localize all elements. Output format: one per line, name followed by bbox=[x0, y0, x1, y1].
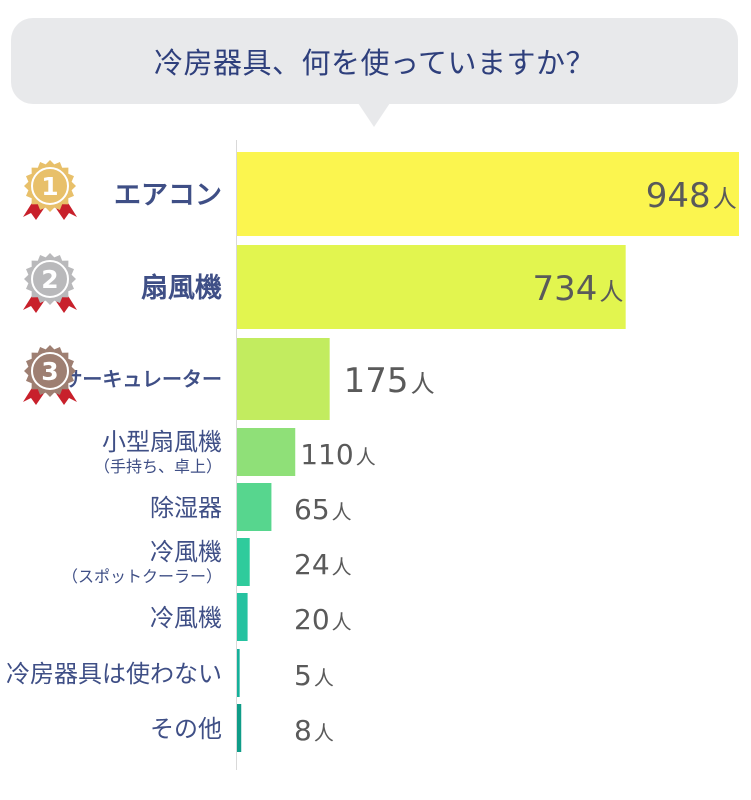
value-label-7: 20 人 bbox=[294, 603, 352, 636]
category-label-6: 冷風機 bbox=[150, 538, 222, 566]
category-label-9: その他 bbox=[150, 715, 222, 743]
question-bubble: 冷房器具、何を使っていますか？ bbox=[11, 18, 738, 104]
medal-ring bbox=[31, 352, 69, 390]
value-label-5: 65 人 bbox=[294, 493, 352, 526]
rank-medal-1: 1 bbox=[23, 160, 77, 220]
medal-rank-number: 2 bbox=[41, 265, 58, 294]
category-label-4: 小型扇風機 bbox=[102, 428, 222, 456]
value-unit: 人 bbox=[314, 721, 334, 745]
category-label-5: 除湿器 bbox=[150, 494, 222, 522]
bar-8 bbox=[237, 649, 240, 697]
bar-2 bbox=[237, 245, 626, 329]
value-label-4: 110 人 bbox=[300, 438, 375, 471]
medal-rank-number: 1 bbox=[41, 172, 58, 201]
value-number: 24 bbox=[294, 548, 330, 581]
bar-7 bbox=[237, 593, 248, 641]
category-sublabel-6: （スポットクーラー） bbox=[62, 567, 222, 586]
value-unit: 人 bbox=[599, 278, 623, 306]
bar-9 bbox=[237, 704, 242, 752]
value-unit: 人 bbox=[713, 185, 737, 213]
bar-1 bbox=[237, 152, 739, 236]
value-label-2: 734人 bbox=[532, 269, 623, 309]
bar-4 bbox=[237, 428, 296, 476]
category-sublabel-4: （手持ち、卓上） bbox=[94, 457, 222, 476]
value-unit: 人 bbox=[332, 555, 352, 579]
rank-medal-3: 3 bbox=[23, 345, 77, 405]
bar-5 bbox=[237, 483, 272, 531]
value-label-3: 175人 bbox=[344, 361, 435, 401]
category-label-8: 冷房器具は使わない bbox=[6, 660, 222, 688]
category-label-7: 冷風機 bbox=[150, 604, 222, 632]
value-number: 948 bbox=[646, 176, 711, 216]
medal-ring bbox=[31, 167, 69, 205]
value-number: 110 bbox=[300, 438, 353, 471]
value-unit: 人 bbox=[332, 610, 352, 634]
chart-title: 冷房器具、何を使っていますか？ bbox=[153, 46, 596, 80]
value-number: 20 bbox=[294, 603, 330, 636]
bar-3 bbox=[237, 338, 330, 420]
value-unit: 人 bbox=[356, 445, 376, 469]
bubble-tail bbox=[358, 103, 390, 127]
value-number: 5 bbox=[294, 659, 312, 692]
medal-rank-number: 3 bbox=[41, 357, 58, 386]
value-unit: 人 bbox=[411, 370, 435, 398]
rank-medal-2: 2 bbox=[23, 253, 77, 313]
value-number: 8 bbox=[294, 714, 312, 747]
value-number: 65 bbox=[294, 493, 330, 526]
value-unit: 人 bbox=[332, 500, 352, 524]
value-number: 734 bbox=[532, 269, 597, 309]
category-label-1: エアコン bbox=[114, 180, 222, 211]
category-label-3: サーキュレーター bbox=[62, 367, 222, 391]
value-unit: 人 bbox=[314, 666, 334, 690]
value-label-1: 948人 bbox=[646, 176, 737, 216]
category-label-2: 扇風機 bbox=[141, 272, 222, 304]
value-number: 175 bbox=[344, 361, 409, 401]
medal-ring bbox=[31, 260, 69, 298]
value-label-6: 24 人 bbox=[294, 548, 352, 581]
bar-6 bbox=[237, 538, 250, 586]
